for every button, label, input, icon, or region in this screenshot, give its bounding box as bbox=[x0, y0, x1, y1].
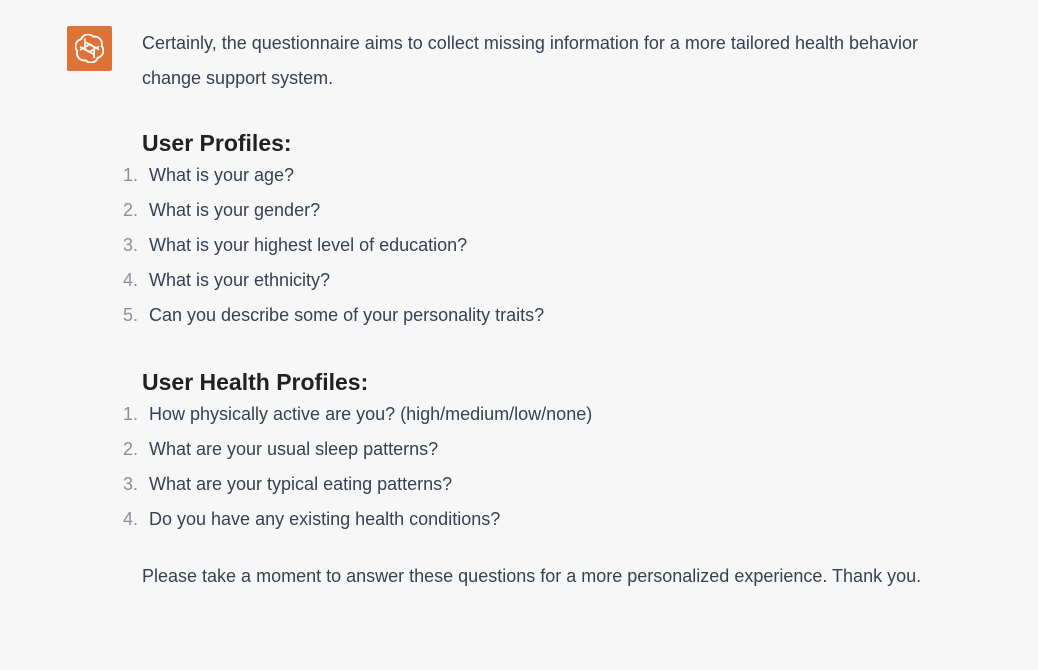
closing-text: Please take a moment to answer these que… bbox=[142, 566, 922, 586]
list-item-text: What are your typical eating patterns? bbox=[149, 474, 453, 494]
list-item: 4. Do you have any existing health condit… bbox=[123, 502, 953, 537]
list-number: 2. bbox=[123, 439, 139, 459]
list-item-text: How physically active are you? (high/med… bbox=[149, 404, 593, 424]
list-item-text: What is your age? bbox=[149, 165, 295, 185]
list-number: 3. bbox=[123, 474, 139, 494]
list-number: 4. bbox=[123, 509, 139, 529]
list-item-text: What are your usual sleep patterns? bbox=[149, 439, 439, 459]
list-item-text: What is your highest level of education? bbox=[149, 235, 468, 255]
list-item: 2. What are your usual sleep patterns? bbox=[123, 432, 953, 467]
list-number: 1. bbox=[123, 404, 139, 424]
list-number: 4. bbox=[123, 270, 139, 290]
intro-text: Certainly, the questionnaire aims to col… bbox=[142, 33, 919, 88]
list-number: 2. bbox=[123, 200, 139, 220]
section-heading-user-profiles: User Profiles: bbox=[142, 130, 292, 156]
assistant-message: Certainly, the questionnaire aims to col… bbox=[123, 26, 972, 594]
list-item: 3. What is your highest level of educatio… bbox=[123, 228, 953, 263]
assistant-avatar bbox=[67, 26, 112, 71]
user-profiles-list: 1. What is your age? 2. What is your gende… bbox=[123, 158, 953, 333]
list-item-text: What is your gender? bbox=[149, 200, 321, 220]
section-heading-user-health-profiles: User Health Profiles: bbox=[142, 369, 369, 395]
list-item-text: Can you describe some of your personalit… bbox=[149, 305, 545, 325]
list-item: 2. What is your gender? bbox=[123, 193, 953, 228]
list-number: 3. bbox=[123, 235, 139, 255]
list-item: 5. Can you describe some of your personal… bbox=[123, 298, 953, 333]
list-item-text: What is your ethnicity? bbox=[149, 270, 331, 290]
user-health-profiles-list: 1. How physically active are you? (high/m… bbox=[123, 397, 953, 537]
list-item: 3. What are your typical eating patterns? bbox=[123, 467, 953, 502]
list-item: 1. How physically active are you? (high/m… bbox=[123, 397, 953, 432]
list-number: 5. bbox=[123, 305, 139, 325]
openai-logo-icon bbox=[75, 34, 104, 63]
list-item-text: Do you have any existing health conditio… bbox=[149, 509, 501, 529]
list-item: 4. What is your ethnicity? bbox=[123, 263, 953, 298]
list-number: 1. bbox=[123, 165, 139, 185]
list-item: 1. What is your age? bbox=[123, 158, 953, 193]
